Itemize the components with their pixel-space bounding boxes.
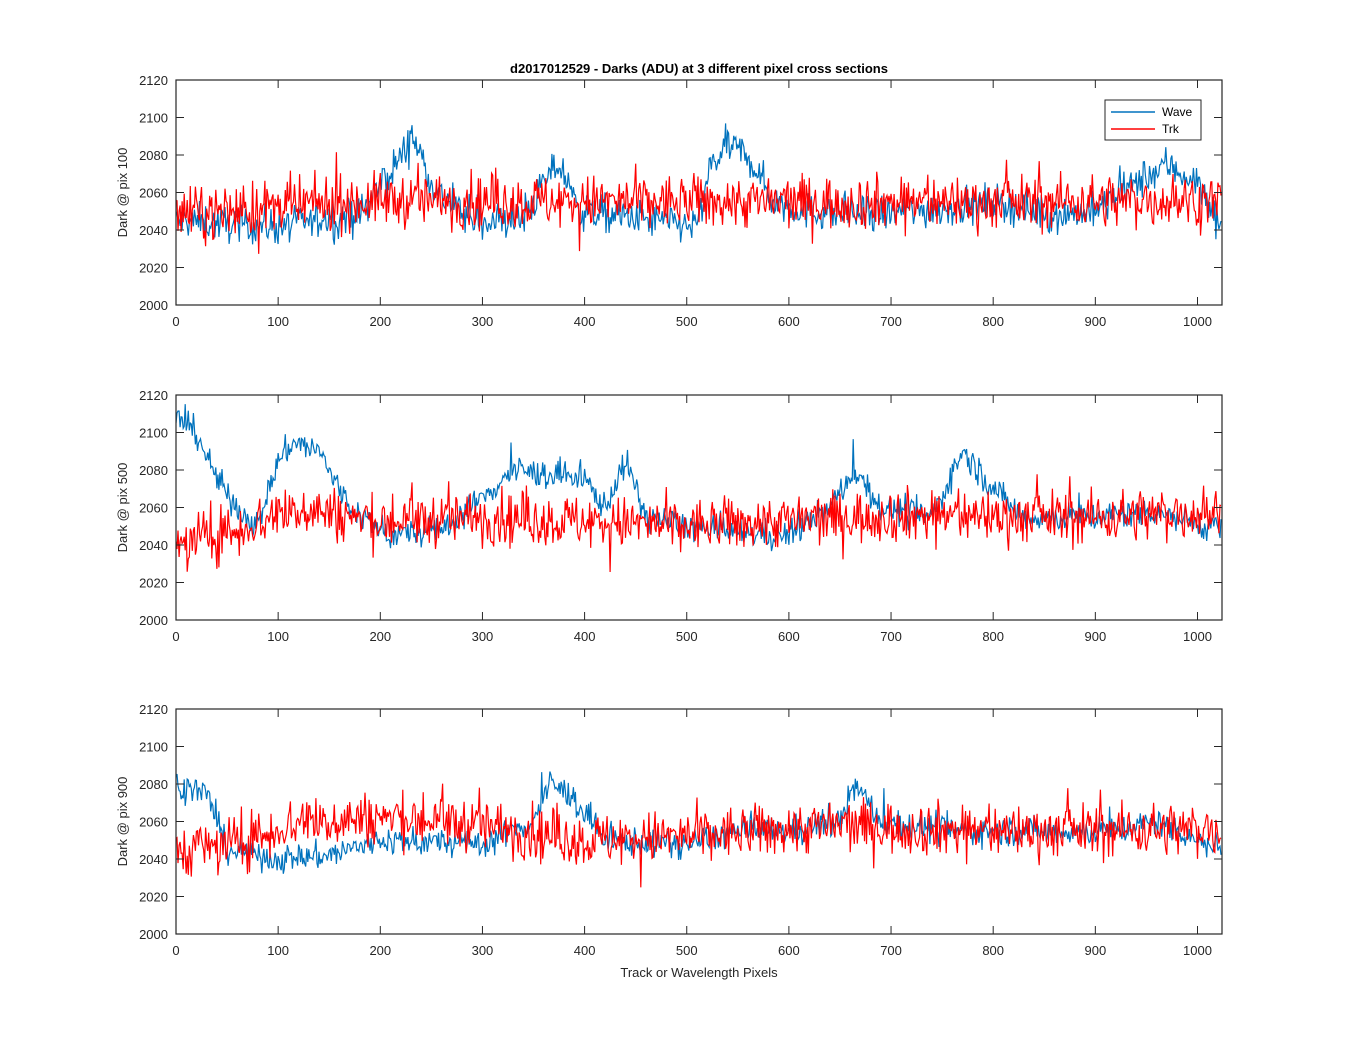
series-line-trk	[176, 152, 1222, 254]
x-tick-label: 300	[472, 943, 494, 958]
x-tick-label: 1000	[1183, 943, 1212, 958]
x-tick-label: 300	[472, 629, 494, 644]
panel-3: 0 100 200 300 400 500 600 700 800 900 1000 2000 2020…	[115, 702, 1223, 958]
plot-area	[176, 709, 1222, 934]
x-tick-label: 700	[880, 629, 902, 644]
x-tick-label: 700	[880, 314, 902, 329]
y-tick-label: 2060	[139, 501, 168, 516]
legend-label-wave: Wave	[1162, 105, 1193, 119]
y-tick-label: 2060	[139, 186, 168, 201]
plot-area	[176, 80, 1222, 305]
x-tick-label: 0	[172, 314, 179, 329]
series-group	[176, 123, 1222, 254]
x-tick-label: 400	[574, 629, 596, 644]
x-tick-label: 100	[267, 314, 289, 329]
x-tick-label: 200	[369, 943, 391, 958]
chart-panels: 0 100 200 300 400 500 600 700 800 900 100020002020…	[115, 73, 1223, 958]
x-tick-label: 700	[880, 943, 902, 958]
y-axis-label: Dark @ pix 500	[115, 463, 130, 553]
y-tick-label: 2000	[139, 613, 168, 628]
chart-title: d2017012529 - Darks (ADU) at 3 different…	[510, 61, 888, 76]
y-axis-label: Dark @ pix 900	[115, 777, 130, 867]
x-tick-label: 600	[778, 314, 800, 329]
x-tick-label: 400	[574, 943, 596, 958]
x-tick-label: 300	[472, 314, 494, 329]
x-tick-label: 800	[982, 943, 1004, 958]
y-tick-label: 2000	[139, 298, 168, 313]
x-tick-label: 100	[267, 943, 289, 958]
series-line-trk	[176, 783, 1222, 888]
y-tick-label: 2040	[139, 852, 168, 867]
panel-2: 0 100 200 300 400 500 600 700 800 900 1000 2000 2020…	[115, 388, 1223, 644]
panel-1: 0 100 200 300 400 500 600 700 800 900 1000 2000 2020…	[115, 73, 1223, 329]
x-tick-label: 500	[676, 314, 698, 329]
y-tick-label: 2020	[139, 576, 168, 591]
series-group	[176, 771, 1222, 888]
y-tick-label: 2040	[139, 538, 168, 553]
x-tick-label: 0	[172, 629, 179, 644]
legend-label-trk: Trk	[1162, 122, 1180, 136]
legend-box	[1104, 99, 1202, 141]
x-axis-label: Track or Wavelength Pixels	[620, 965, 778, 980]
y-tick-label: 2020	[139, 261, 168, 276]
y-tick-label: 2080	[139, 148, 168, 163]
x-tick-label: 200	[369, 629, 391, 644]
y-tick-label: 2100	[139, 111, 168, 126]
series-line-trk	[176, 474, 1222, 573]
x-tick-label: 1000	[1183, 314, 1212, 329]
chart-legend: Wave Trk	[1104, 99, 1202, 141]
x-tick-label: 600	[778, 943, 800, 958]
x-tick-label: 500	[676, 943, 698, 958]
x-tick-label: 400	[574, 314, 596, 329]
x-tick-label: 900	[1084, 629, 1106, 644]
y-tick-label: 2120	[139, 388, 168, 403]
y-tick-label: 2120	[139, 702, 168, 717]
y-tick-label: 2080	[139, 777, 168, 792]
x-tick-label: 100	[267, 629, 289, 644]
series-group	[176, 404, 1222, 573]
y-tick-label: 2000	[139, 927, 168, 942]
x-tick-label: 800	[982, 314, 1004, 329]
x-tick-label: 200	[369, 314, 391, 329]
x-tick-label: 600	[778, 629, 800, 644]
x-tick-label: 800	[982, 629, 1004, 644]
y-tick-label: 2020	[139, 890, 168, 905]
y-tick-label: 2040	[139, 223, 168, 238]
y-tick-label: 2080	[139, 463, 168, 478]
y-tick-label: 2100	[139, 740, 168, 755]
x-tick-label: 500	[676, 629, 698, 644]
y-tick-label: 2100	[139, 426, 168, 441]
x-tick-label: 900	[1084, 314, 1106, 329]
y-tick-label: 2120	[139, 73, 168, 88]
y-axis-label: Dark @ pix 100	[115, 148, 130, 238]
x-tick-label: 900	[1084, 943, 1106, 958]
x-tick-label: 0	[172, 943, 179, 958]
x-tick-label: 1000	[1183, 629, 1212, 644]
y-tick-label: 2060	[139, 815, 168, 830]
